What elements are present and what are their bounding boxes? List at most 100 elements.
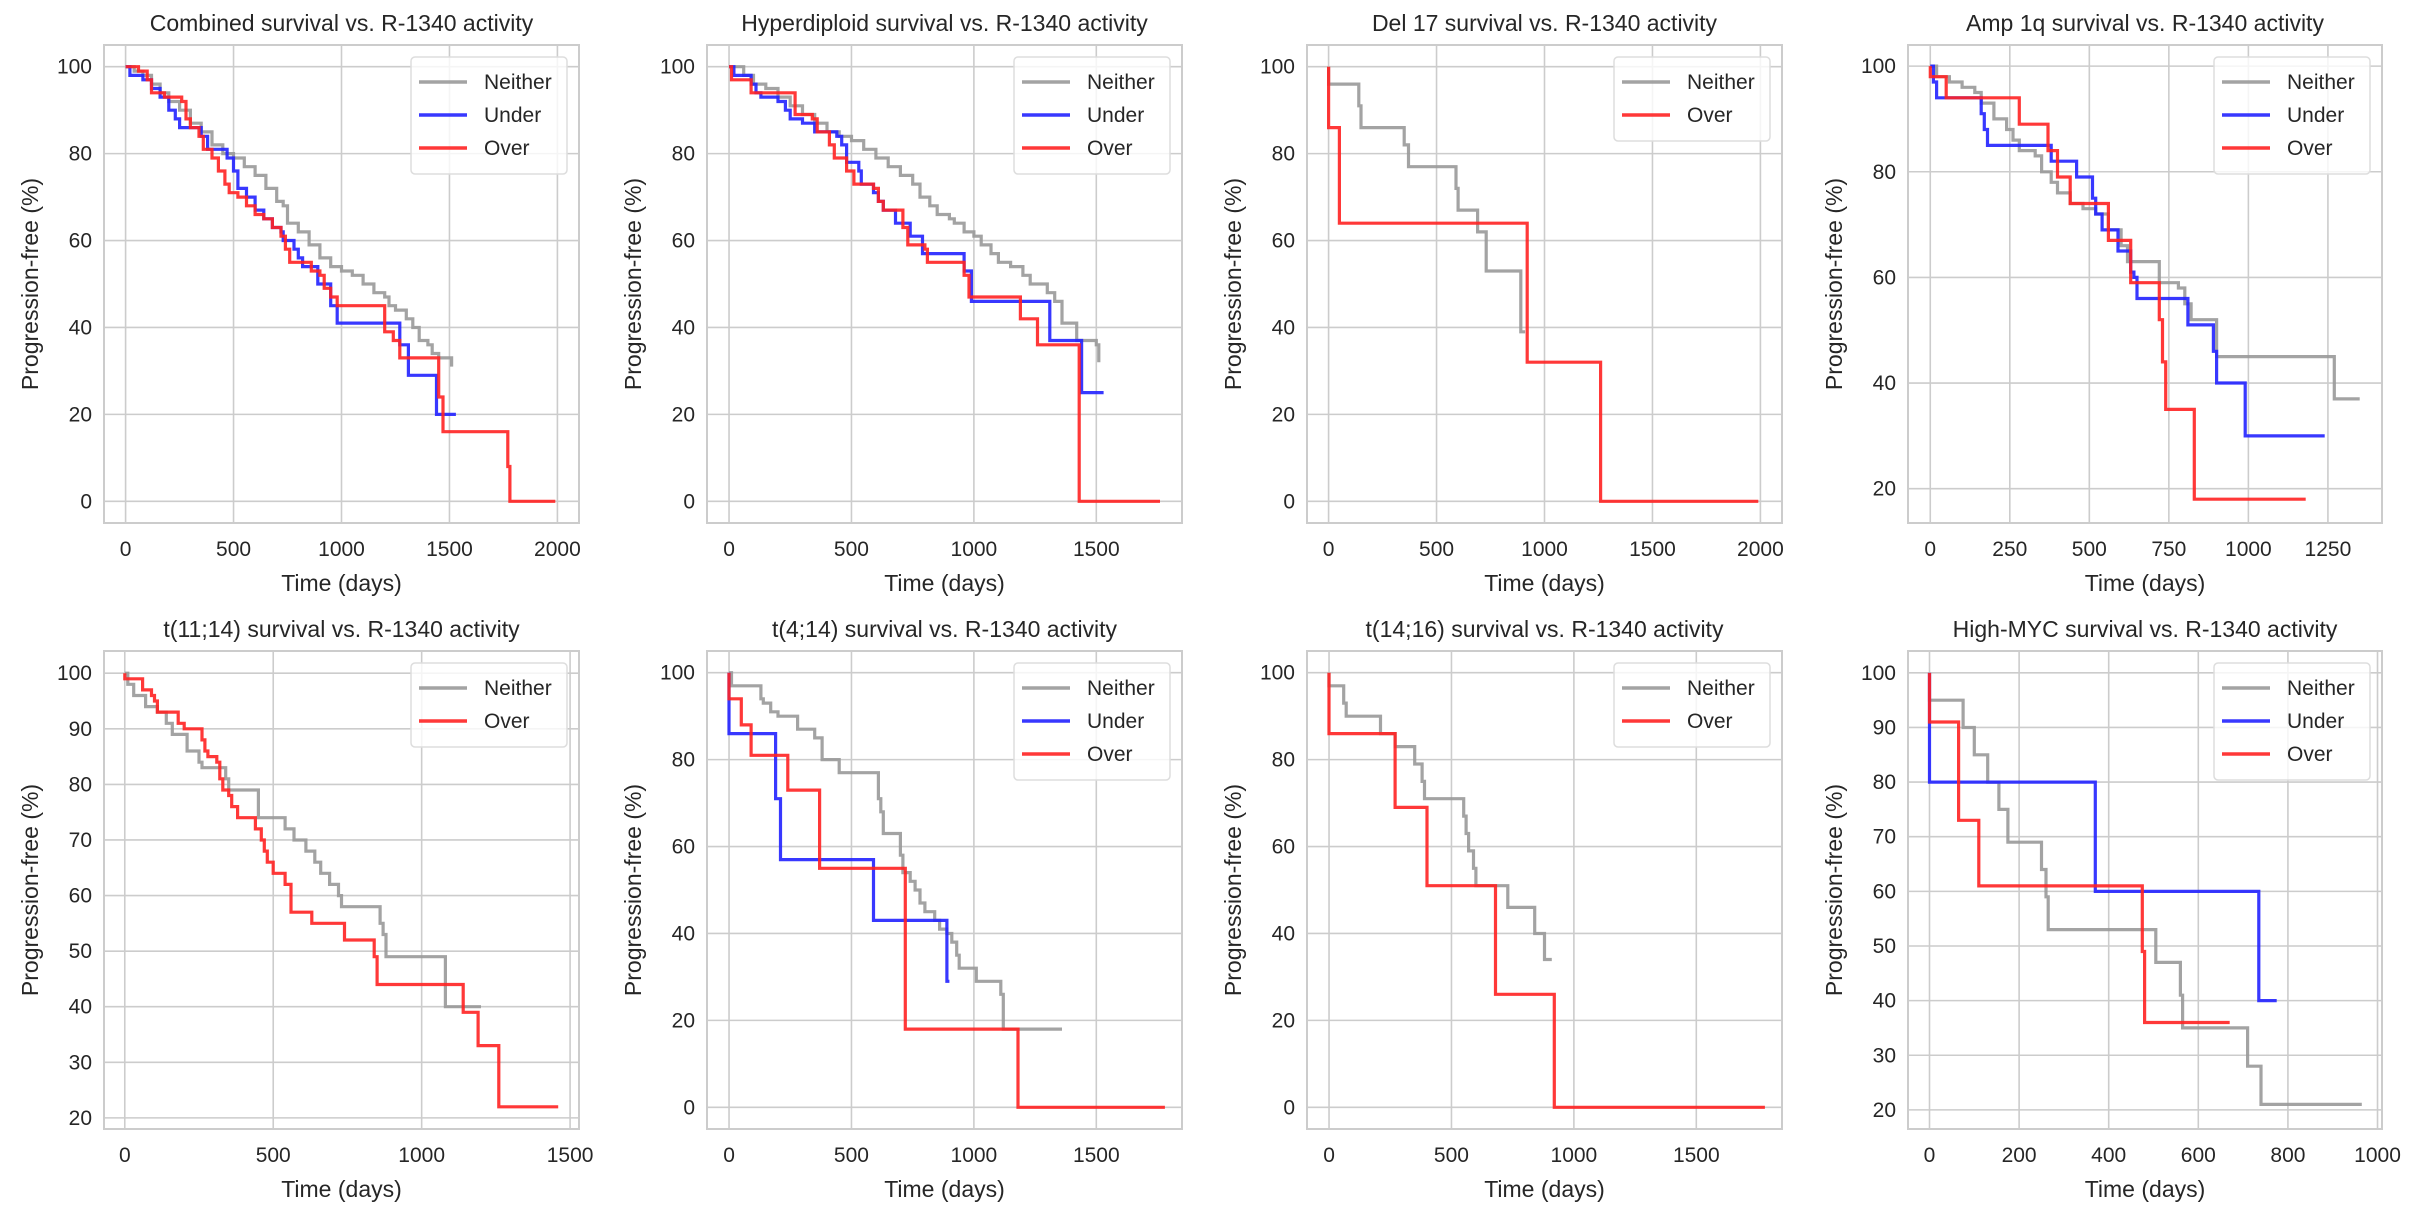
legend: Neither Over [410, 662, 568, 748]
y-tick-label: 100 [1260, 56, 1295, 79]
km-curve-over [1327, 672, 1765, 1109]
axes-frame [1907, 44, 2383, 524]
legend-label-neither: Neither [1687, 71, 1755, 94]
y-tick-label: 30 [69, 1051, 92, 1074]
series-group [1927, 672, 2362, 1106]
y-tick-label: 60 [1873, 880, 1896, 903]
x-tick-label: 500 [256, 1144, 291, 1167]
subplot-title: t(4;14) survival vs. R-1340 activity [772, 616, 1118, 642]
legend-label-under: Under [1087, 104, 1144, 127]
y-tick-label: 70 [69, 829, 92, 852]
series-group [123, 671, 559, 1109]
x-tick-label: 400 [2091, 1144, 2126, 1167]
x-tick-label: 500 [2072, 538, 2107, 561]
x-tick-label: 2000 [1737, 538, 1784, 561]
x-tick-label: 500 [1419, 538, 1454, 561]
km-curve-over [1927, 672, 2230, 1025]
y-tick-label: 20 [69, 403, 92, 426]
x-tick-label: 200 [2002, 1144, 2037, 1167]
legend-label-over: Over [484, 710, 530, 733]
subplot-title: Combined survival vs. R-1340 activity [150, 10, 534, 36]
km-curve-under [1930, 64, 2325, 438]
y-tick-label: 60 [672, 836, 695, 859]
y-tick-label: 0 [1283, 1096, 1295, 1119]
y-tick-label: 80 [1272, 749, 1295, 772]
y-tick-label: 100 [57, 662, 92, 685]
legend-label-neither: Neither [1087, 71, 1155, 94]
km-curve-over [123, 673, 559, 1109]
axes-frame [1306, 44, 1783, 524]
km-curve-under [729, 65, 1104, 395]
x-tick-label: 500 [216, 538, 251, 561]
subplot-1: 0 500 1000 1500 2000 0 20 40 60 80 100 Combined sur… [17, 10, 581, 596]
y-tick-label: 40 [69, 316, 92, 339]
y-tick-label: 50 [69, 940, 92, 963]
subplot-title: Del 17 survival vs. R-1340 activity [1372, 10, 1718, 36]
series-group [729, 65, 1160, 503]
subplot-title: High-MYC survival vs. R-1340 activity [1953, 616, 2338, 642]
y-tick-label: 60 [1272, 230, 1295, 253]
subplot-title: Amp 1q survival vs. R-1340 activity [1966, 10, 2324, 36]
legend-label-under: Under [1087, 710, 1144, 733]
y-tick-label: 80 [672, 749, 695, 772]
series-group [1327, 672, 1765, 1109]
y-tick-label: 20 [69, 1107, 92, 1130]
legend-label-under: Under [2287, 104, 2344, 127]
y-tick-label: 20 [1873, 1099, 1896, 1122]
x-tick-label: 1000 [951, 1144, 998, 1167]
y-tick-label: 80 [69, 773, 92, 796]
x-tick-label: 1500 [1629, 538, 1676, 561]
legend-label-over: Over [1687, 104, 1733, 127]
y-tick-label: 60 [672, 230, 695, 253]
x-tick-label: 0 [1924, 1144, 1936, 1167]
km-curve-neither [729, 65, 1101, 363]
x-axis-label: Time (days) [1484, 570, 1605, 596]
x-axis-label: Time (days) [2085, 570, 2206, 596]
legend-label-under: Under [2287, 710, 2344, 733]
y-tick-label: 80 [1873, 161, 1896, 184]
x-tick-label: 500 [834, 1144, 869, 1167]
x-tick-label: 600 [2181, 1144, 2216, 1167]
y-tick-label: 40 [1873, 990, 1896, 1013]
x-tick-label: 1000 [951, 538, 998, 561]
legend: Neither Under Over [1013, 662, 1171, 781]
y-axis-label: Progression-free (%) [1220, 178, 1246, 390]
legend-label-over: Over [2287, 743, 2333, 766]
km-curve-over [1327, 66, 1759, 503]
x-axis-label: Time (days) [1484, 1176, 1605, 1202]
y-tick-label: 30 [1873, 1044, 1896, 1067]
subplot-5: 0 500 1000 1500 20 30 40 50 60 70 80 90 100 t(11;14) … [17, 616, 593, 1202]
km-curve-neither [729, 671, 1062, 1031]
y-tick-label: 100 [57, 56, 92, 79]
km-curve-under [727, 672, 950, 983]
y-tick-label: 40 [1272, 316, 1295, 339]
legend: Neither Under Over [410, 56, 568, 175]
y-tick-label: 0 [1283, 490, 1295, 513]
x-tick-label: 1000 [2354, 1144, 2401, 1167]
subplot-8: 0 200 400 600 800 1000 20 30 40 50 60 70 80 90 100 High… [1821, 616, 2401, 1202]
legend: Neither Over [1613, 662, 1771, 748]
y-tick-label: 80 [672, 143, 695, 166]
km-curve-over [729, 65, 1160, 503]
y-tick-label: 0 [683, 490, 695, 513]
y-tick-label: 20 [672, 403, 695, 426]
x-tick-label: 1000 [1521, 538, 1568, 561]
legend-box [1013, 662, 1171, 781]
subplot-title: Hyperdiploid survival vs. R-1340 activit… [741, 10, 1148, 36]
legend-label-over: Over [2287, 137, 2333, 160]
y-axis-label: Progression-free (%) [1821, 178, 1847, 390]
x-tick-label: 1250 [2305, 538, 2352, 561]
legend-box [2213, 662, 2371, 781]
x-tick-label: 750 [2151, 538, 2186, 561]
y-axis-label: Progression-free (%) [17, 784, 43, 996]
y-tick-label: 50 [1873, 935, 1896, 958]
x-tick-label: 1500 [547, 1144, 594, 1167]
axes-frame [706, 44, 1183, 524]
y-tick-label: 40 [672, 922, 695, 945]
x-tick-label: 0 [120, 538, 132, 561]
legend-label-over: Over [484, 137, 530, 160]
x-axis-label: Time (days) [281, 1176, 402, 1202]
axes-frame [706, 650, 1183, 1130]
series-group [727, 671, 1165, 1109]
